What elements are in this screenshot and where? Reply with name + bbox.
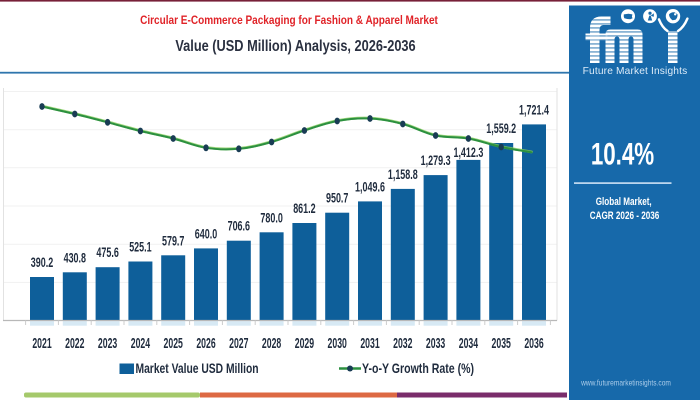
- svg-text:Y-o-Y Growth Rate (%): Y-o-Y Growth Rate (%): [362, 361, 474, 377]
- svg-text:2032: 2032: [393, 335, 412, 352]
- svg-text:Market Value USD Million: Market Value USD Million: [136, 360, 259, 376]
- svg-text:www.futuremarketinsights.com: www.futuremarketinsights.com: [580, 378, 671, 388]
- svg-text:1,158.8: 1,158.8: [388, 167, 418, 182]
- svg-text:2033: 2033: [426, 335, 445, 352]
- svg-text:950.7: 950.7: [326, 191, 348, 206]
- svg-text:Circular E-Commerce Packaging: Circular E-Commerce Packaging for Fashio…: [140, 14, 438, 27]
- svg-text:640.0: 640.0: [195, 227, 217, 242]
- svg-text:1,559.2: 1,559.2: [486, 121, 516, 136]
- svg-text:475.6: 475.6: [96, 245, 119, 260]
- svg-text:2026: 2026: [196, 335, 215, 352]
- svg-text:1,412.3: 1,412.3: [453, 145, 483, 160]
- svg-text:Value (USD Million) Analysis,: Value (USD Million) Analysis, 2026-2036: [175, 38, 415, 55]
- svg-text:2024: 2024: [131, 335, 150, 352]
- svg-text:2031: 2031: [360, 335, 379, 352]
- svg-text:2028: 2028: [262, 335, 281, 352]
- svg-text:525.1: 525.1: [129, 240, 152, 255]
- svg-text:1,049.6: 1,049.6: [355, 180, 385, 195]
- svg-text:CAGR 2026 - 2036: CAGR 2026 - 2036: [590, 210, 660, 223]
- svg-text:2036: 2036: [524, 335, 543, 352]
- svg-text:Future Market Insights: Future Market Insights: [583, 66, 688, 77]
- svg-text:10.4%: 10.4%: [591, 136, 654, 172]
- svg-text:861.2: 861.2: [293, 201, 315, 216]
- svg-text:706.6: 706.6: [228, 219, 251, 234]
- svg-text:390.2: 390.2: [31, 255, 53, 270]
- svg-text:2030: 2030: [328, 335, 347, 352]
- svg-text:430.8: 430.8: [64, 250, 87, 265]
- svg-text:2029: 2029: [295, 335, 314, 352]
- svg-text:2021: 2021: [32, 335, 51, 352]
- svg-text:2022: 2022: [65, 335, 84, 352]
- svg-text:2034: 2034: [459, 335, 478, 352]
- svg-text:1,721.4: 1,721.4: [519, 103, 549, 118]
- svg-text:2027: 2027: [229, 335, 248, 352]
- svg-text:Global Market,: Global Market,: [596, 196, 652, 209]
- svg-text:2023: 2023: [98, 335, 117, 352]
- svg-text:579.7: 579.7: [162, 233, 184, 248]
- svg-text:2025: 2025: [164, 335, 183, 352]
- svg-text:2035: 2035: [492, 335, 511, 352]
- svg-text:1,279.3: 1,279.3: [421, 153, 451, 168]
- svg-text:780.0: 780.0: [260, 210, 282, 225]
